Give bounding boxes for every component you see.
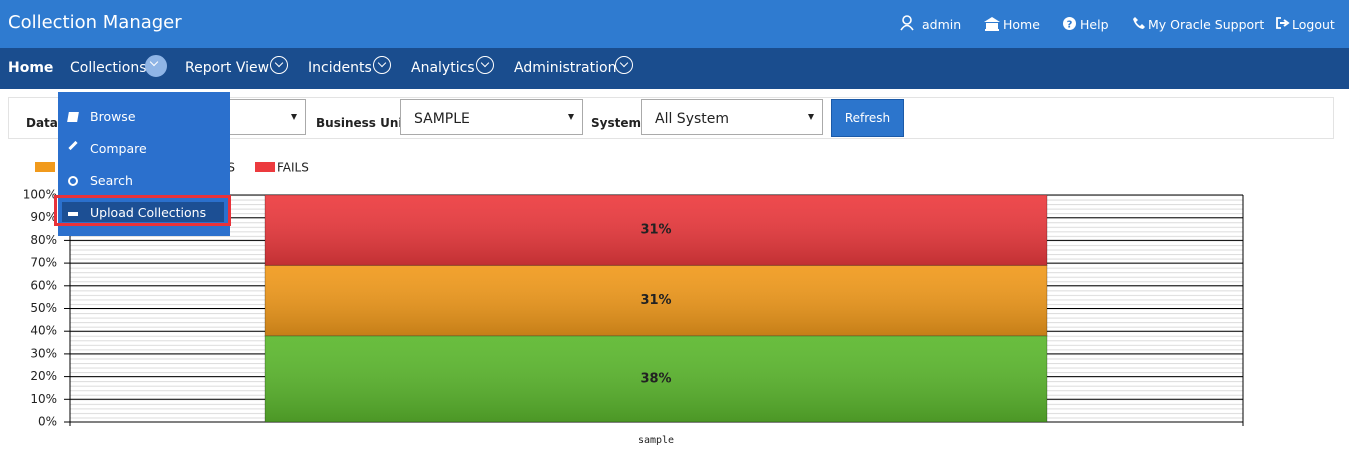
- highlight-box: [54, 195, 231, 226]
- legend-swatch: [255, 162, 275, 172]
- home-link[interactable]: Home: [1003, 17, 1040, 32]
- app-title: Collection Manager: [8, 12, 182, 33]
- business-unit-select[interactable]: SAMPLE: [400, 99, 583, 135]
- divider: [172, 48, 173, 89]
- y-tick-label: 60%: [30, 278, 57, 292]
- filter-label: Business Unit: [316, 116, 409, 130]
- y-tick-label: 50%: [30, 301, 57, 315]
- filter-label: System: [591, 116, 641, 130]
- y-tick-label: 10%: [30, 392, 57, 406]
- nav-incidents[interactable]: Incidents: [308, 60, 372, 76]
- support-link[interactable]: My Oracle Support: [1148, 17, 1265, 32]
- svg-text:?: ?: [1067, 20, 1073, 31]
- nav-chevron[interactable]: [615, 56, 633, 74]
- data-label: 38%: [640, 371, 671, 386]
- y-tick-label: 100%: [23, 188, 57, 202]
- menu-search[interactable]: Search: [90, 173, 133, 188]
- home-icon: [984, 17, 1000, 31]
- nav-collections[interactable]: Collections: [70, 60, 147, 76]
- y-tick-label: 80%: [30, 233, 57, 247]
- menu-highlight: [62, 202, 224, 222]
- nav-bar: Home Collections Report View Incidents A…: [0, 48, 1349, 89]
- legend-label: S: [227, 161, 235, 175]
- system-select[interactable]: All System: [641, 99, 823, 135]
- y-tick-label: 70%: [30, 256, 57, 270]
- user-icon: [900, 15, 914, 31]
- dropdown-menu: Browse Compare Search Upload Collections: [58, 92, 230, 236]
- filter-label: Data: [26, 116, 58, 130]
- top-bar: Collection Manager admin Home ? Help My …: [0, 0, 1349, 48]
- legend-swatch: [35, 162, 55, 172]
- nav-chevron[interactable]: [145, 55, 167, 77]
- menu-icon: [67, 112, 79, 122]
- menu-upload[interactable]: Upload Collections: [90, 205, 207, 220]
- menu-icon: [68, 212, 78, 216]
- logout-icon: [1276, 17, 1290, 29]
- y-tick-label: 90%: [30, 210, 57, 224]
- data-label: 31%: [640, 223, 671, 238]
- nav-chevron[interactable]: [476, 56, 494, 74]
- refresh-button[interactable]: Refresh: [831, 99, 904, 137]
- y-tick-label: 40%: [30, 324, 57, 338]
- menu-browse[interactable]: Browse: [90, 109, 136, 124]
- nav-chevron[interactable]: [373, 56, 391, 74]
- nav-chevron[interactable]: [270, 56, 288, 74]
- nav-report-view[interactable]: Report View: [185, 60, 270, 76]
- x-tick-label: sample: [638, 435, 674, 446]
- y-tick-label: 20%: [30, 369, 57, 383]
- nav-administration[interactable]: Administration: [514, 60, 617, 76]
- legend-label: FAILS: [277, 161, 309, 175]
- help-link[interactable]: Help: [1080, 17, 1109, 32]
- logout-link[interactable]: Logout: [1292, 17, 1335, 32]
- nav-home[interactable]: Home: [8, 60, 54, 76]
- admin-link[interactable]: admin: [922, 17, 962, 32]
- phone-icon: [1133, 17, 1145, 29]
- nav-analytics[interactable]: Analytics: [411, 60, 475, 76]
- menu-icon: [68, 140, 78, 151]
- data-label: 31%: [640, 293, 671, 308]
- y-tick-label: 0%: [38, 415, 57, 429]
- menu-icon: [68, 176, 78, 186]
- help-icon: ?: [1063, 17, 1076, 30]
- y-tick-label: 30%: [30, 346, 57, 360]
- menu-compare[interactable]: Compare: [90, 141, 147, 156]
